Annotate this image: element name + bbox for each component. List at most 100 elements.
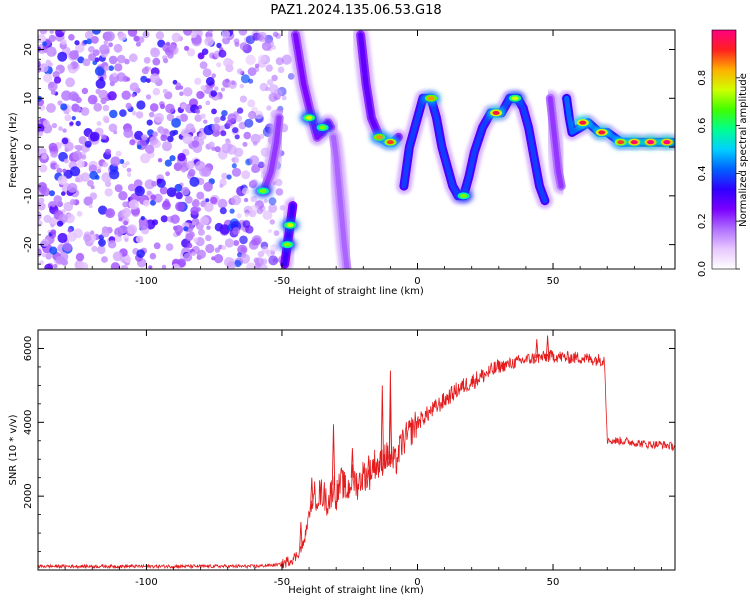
noise-blob bbox=[254, 63, 260, 68]
noise-blob bbox=[266, 105, 272, 111]
noise-blob bbox=[50, 223, 55, 228]
noise-blob bbox=[179, 91, 184, 96]
noise-blob bbox=[38, 123, 45, 133]
noise-blob bbox=[108, 55, 118, 65]
noise-blob bbox=[124, 58, 130, 65]
noise-blob bbox=[117, 232, 122, 237]
noise-blob bbox=[281, 95, 287, 101]
noise-blob bbox=[93, 103, 102, 112]
ridge-core bbox=[263, 115, 282, 189]
noise-blob bbox=[95, 78, 106, 89]
noise-blob bbox=[175, 201, 185, 212]
noise-blob bbox=[63, 201, 74, 212]
noise-blob bbox=[172, 129, 179, 136]
noise-blob bbox=[211, 123, 221, 132]
noise-blob bbox=[62, 242, 72, 252]
noise-blob bbox=[208, 141, 215, 148]
noise-blob bbox=[181, 186, 190, 196]
noise-blob bbox=[41, 252, 46, 258]
noise-blob bbox=[121, 90, 131, 100]
noise-blob bbox=[60, 39, 67, 45]
noise-blob bbox=[68, 91, 79, 101]
spectrogram-x-axis-label: Height of straight line (km) bbox=[288, 286, 424, 297]
noise-blob bbox=[222, 36, 231, 45]
noise-blob bbox=[64, 114, 72, 122]
noise-blob bbox=[246, 262, 257, 269]
noise-blob bbox=[242, 187, 249, 195]
snr-y-axis-label: SNR (10 * v/v) bbox=[8, 414, 19, 485]
noise-blob bbox=[53, 263, 58, 269]
noise-blob bbox=[205, 76, 215, 86]
noise-blob bbox=[48, 142, 58, 152]
noise-blob bbox=[231, 156, 240, 164]
ridge-core bbox=[282, 203, 296, 267]
noise-blob bbox=[150, 199, 156, 206]
hot-spot-core bbox=[617, 140, 625, 145]
noise-blob bbox=[91, 245, 98, 252]
snr-spike bbox=[331, 424, 336, 486]
noise-blob bbox=[39, 164, 48, 173]
noise-blob bbox=[260, 258, 268, 265]
colorbar-gradient-bar bbox=[711, 29, 737, 270]
noise-blob bbox=[51, 203, 56, 208]
noise-blob bbox=[207, 30, 214, 34]
noise-blob bbox=[74, 145, 79, 150]
noise-blob bbox=[159, 103, 166, 110]
noise-blob bbox=[224, 238, 234, 248]
snr-spikes bbox=[299, 335, 550, 549]
snr-series-line bbox=[38, 350, 675, 570]
snr-y-tick-label: 6000 bbox=[23, 336, 34, 361]
noise-blob bbox=[210, 90, 217, 97]
spectrogram-x-tick-label: 50 bbox=[547, 276, 560, 287]
noise-blob bbox=[42, 41, 47, 47]
noise-blob bbox=[62, 168, 67, 173]
noise-blob bbox=[124, 238, 129, 242]
noise-blob bbox=[187, 242, 193, 249]
snr-axes: -100 -50 0 50 2000 4000 6000 bbox=[23, 329, 675, 588]
noise-blob bbox=[239, 83, 245, 89]
noise-blob bbox=[46, 46, 57, 57]
noise-blob bbox=[183, 226, 189, 232]
snr-marks bbox=[38, 335, 675, 570]
noise-blob bbox=[134, 185, 145, 197]
noise-blob bbox=[184, 195, 193, 204]
noise-blob bbox=[67, 232, 77, 242]
hot-spots bbox=[253, 92, 675, 251]
noise-blob bbox=[102, 161, 109, 168]
noise-blob bbox=[221, 87, 225, 92]
noise-blob bbox=[90, 230, 95, 235]
noise-blob bbox=[134, 130, 144, 140]
noise-blob bbox=[247, 99, 256, 108]
noise-blob bbox=[103, 40, 109, 45]
noise-blob bbox=[216, 42, 222, 49]
hot-spot-core bbox=[598, 130, 606, 135]
ridge-core bbox=[293, 32, 334, 140]
noise-blob bbox=[108, 42, 113, 48]
hot-spot-core bbox=[427, 96, 435, 101]
hot-spot-core bbox=[647, 140, 655, 145]
spectrogram-marks bbox=[25, 30, 675, 269]
noise-blob bbox=[194, 77, 202, 85]
noise-blob bbox=[253, 257, 260, 264]
noise-blob bbox=[161, 201, 171, 210]
noise-blob bbox=[101, 256, 108, 263]
spectrogram-y-tick-label: 0 bbox=[23, 144, 34, 150]
noise-blob bbox=[25, 162, 35, 172]
noise-blob bbox=[253, 66, 260, 73]
noise-blob bbox=[248, 111, 257, 120]
noise-blob bbox=[149, 103, 159, 112]
noise-blob bbox=[41, 153, 48, 160]
noise-blob bbox=[270, 244, 278, 252]
noise-blob bbox=[45, 59, 52, 66]
colorbar-tick-label: 0.4 bbox=[697, 165, 708, 181]
snr-spike bbox=[545, 335, 550, 357]
noise-blob bbox=[243, 197, 249, 203]
noise-blob bbox=[136, 249, 145, 258]
snr-x-tick-label: -100 bbox=[135, 577, 158, 588]
noise-blob bbox=[237, 252, 242, 258]
noise-blob bbox=[262, 210, 273, 221]
noise-blob bbox=[84, 140, 92, 148]
noise-blob bbox=[47, 81, 58, 92]
noise-blob bbox=[57, 51, 68, 62]
noise-blob bbox=[123, 220, 129, 226]
